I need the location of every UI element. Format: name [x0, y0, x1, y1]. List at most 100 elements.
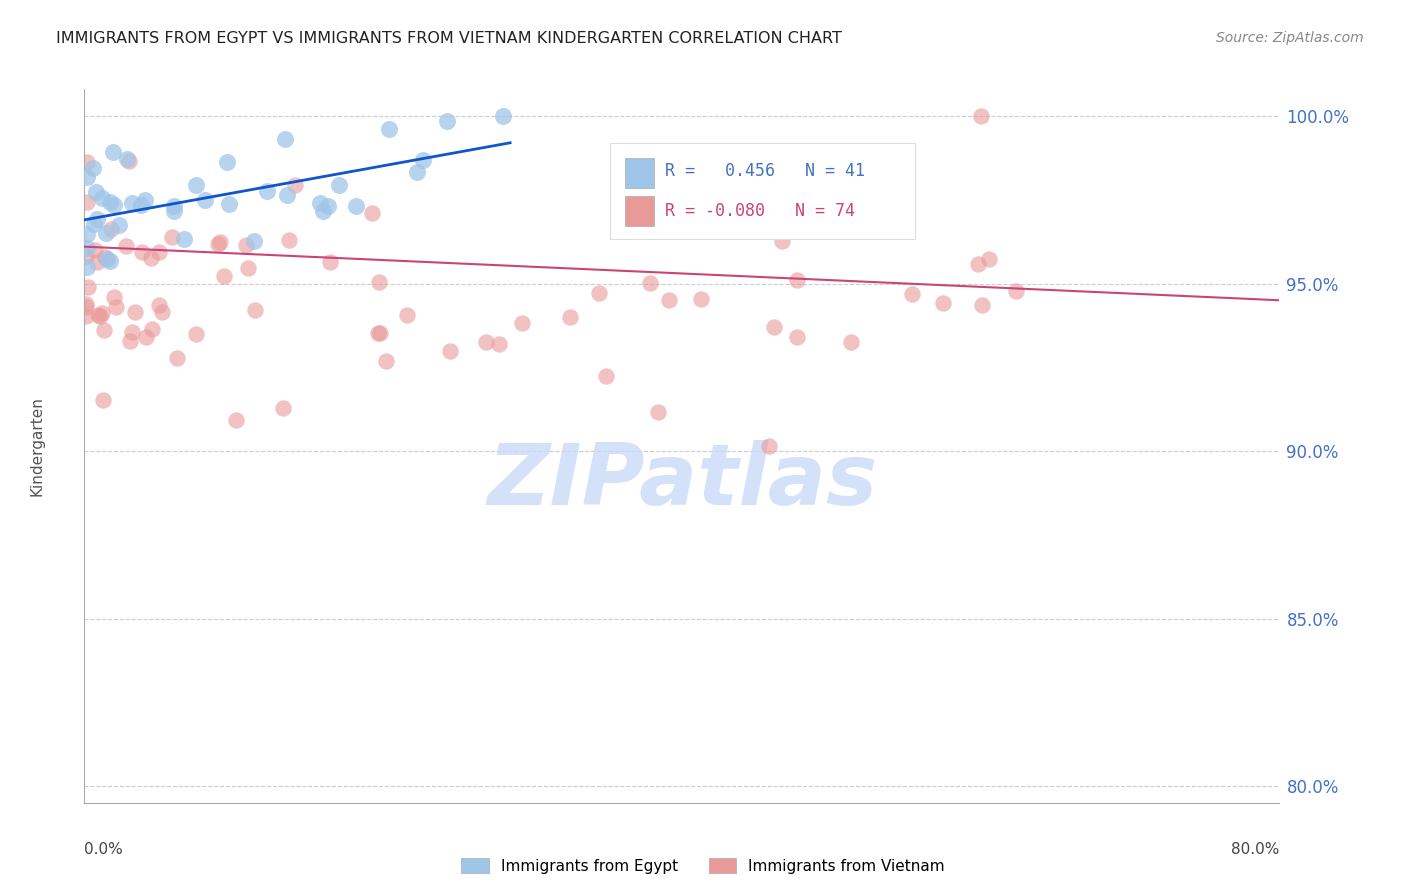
- FancyBboxPatch shape: [624, 158, 654, 187]
- Point: [150, 305, 173, 319]
- Point: [76, 169, 98, 184]
- Point: [141, 322, 163, 336]
- Point: [186, 326, 208, 341]
- Point: [276, 188, 298, 202]
- Point: [344, 198, 367, 212]
- Point: [758, 439, 780, 453]
- Point: [160, 230, 183, 244]
- Point: [135, 330, 157, 344]
- Point: [236, 260, 259, 275]
- Point: [319, 254, 342, 268]
- Point: [658, 293, 681, 307]
- Legend: Immigrants from Egypt, Immigrants from Vietnam: Immigrants from Egypt, Immigrants from V…: [456, 852, 950, 880]
- FancyBboxPatch shape: [610, 143, 915, 239]
- Point: [98, 253, 121, 268]
- Point: [647, 405, 669, 419]
- Point: [76, 241, 98, 255]
- Point: [86, 308, 108, 322]
- Point: [76, 155, 98, 169]
- FancyBboxPatch shape: [624, 196, 654, 227]
- Point: [208, 235, 231, 249]
- Point: [75, 296, 97, 310]
- Point: [588, 286, 610, 301]
- Point: [163, 203, 186, 218]
- Point: [129, 198, 152, 212]
- Point: [218, 196, 240, 211]
- Point: [186, 178, 208, 193]
- Point: [396, 308, 419, 322]
- Point: [89, 309, 111, 323]
- Text: IMMIGRANTS FROM EGYPT VS IMMIGRANTS FROM VIETNAM KINDERGARTEN CORRELATION CHART: IMMIGRANTS FROM EGYPT VS IMMIGRANTS FROM…: [56, 31, 842, 46]
- Point: [141, 251, 163, 265]
- Point: [512, 316, 534, 330]
- Point: [374, 354, 396, 368]
- Point: [277, 233, 299, 247]
- Point: [271, 401, 294, 415]
- Point: [131, 245, 153, 260]
- Point: [107, 218, 129, 232]
- Point: [98, 195, 121, 210]
- Point: [148, 245, 170, 260]
- Point: [439, 343, 461, 358]
- Point: [84, 243, 107, 257]
- Text: Kindergarten: Kindergarten: [30, 396, 44, 496]
- Point: [173, 232, 195, 246]
- Point: [76, 260, 98, 274]
- Point: [83, 217, 105, 231]
- Point: [436, 114, 458, 128]
- Text: R = -0.080   N = 74: R = -0.080 N = 74: [665, 202, 855, 219]
- Point: [115, 152, 138, 166]
- Point: [932, 296, 955, 310]
- Point: [595, 369, 617, 384]
- Point: [284, 178, 307, 193]
- Point: [207, 237, 229, 252]
- Point: [841, 335, 863, 350]
- Point: [75, 249, 97, 263]
- Point: [370, 326, 392, 340]
- Point: [115, 239, 138, 253]
- Point: [118, 154, 141, 169]
- Point: [412, 153, 434, 168]
- Point: [558, 310, 581, 325]
- Point: [75, 300, 97, 314]
- Point: [194, 193, 217, 207]
- Point: [94, 227, 117, 241]
- Point: [163, 199, 186, 213]
- Point: [148, 298, 170, 312]
- Point: [475, 334, 498, 349]
- Point: [977, 252, 1000, 267]
- Point: [77, 280, 100, 294]
- Point: [86, 255, 108, 269]
- Point: [100, 222, 122, 236]
- Point: [367, 326, 389, 340]
- Point: [121, 325, 143, 339]
- Point: [786, 273, 808, 287]
- Point: [966, 257, 988, 271]
- Point: [368, 275, 391, 289]
- Point: [103, 290, 125, 304]
- Point: [103, 197, 125, 211]
- Point: [763, 320, 786, 334]
- Point: [361, 206, 384, 220]
- Point: [492, 109, 515, 123]
- Point: [134, 193, 156, 207]
- Text: R =   0.456   N = 41: R = 0.456 N = 41: [665, 161, 865, 179]
- Point: [1004, 284, 1026, 298]
- Point: [256, 184, 278, 198]
- Point: [212, 268, 235, 283]
- Point: [406, 165, 429, 179]
- Point: [75, 309, 97, 323]
- Point: [84, 185, 107, 199]
- Point: [94, 250, 117, 264]
- Point: [488, 337, 510, 351]
- Point: [640, 277, 662, 291]
- Point: [225, 413, 247, 427]
- Point: [86, 212, 108, 227]
- Text: Source: ZipAtlas.com: Source: ZipAtlas.com: [1216, 31, 1364, 45]
- Point: [91, 192, 114, 206]
- Point: [274, 132, 297, 146]
- Point: [312, 204, 335, 219]
- Point: [215, 155, 238, 169]
- Point: [93, 323, 115, 337]
- Point: [308, 196, 330, 211]
